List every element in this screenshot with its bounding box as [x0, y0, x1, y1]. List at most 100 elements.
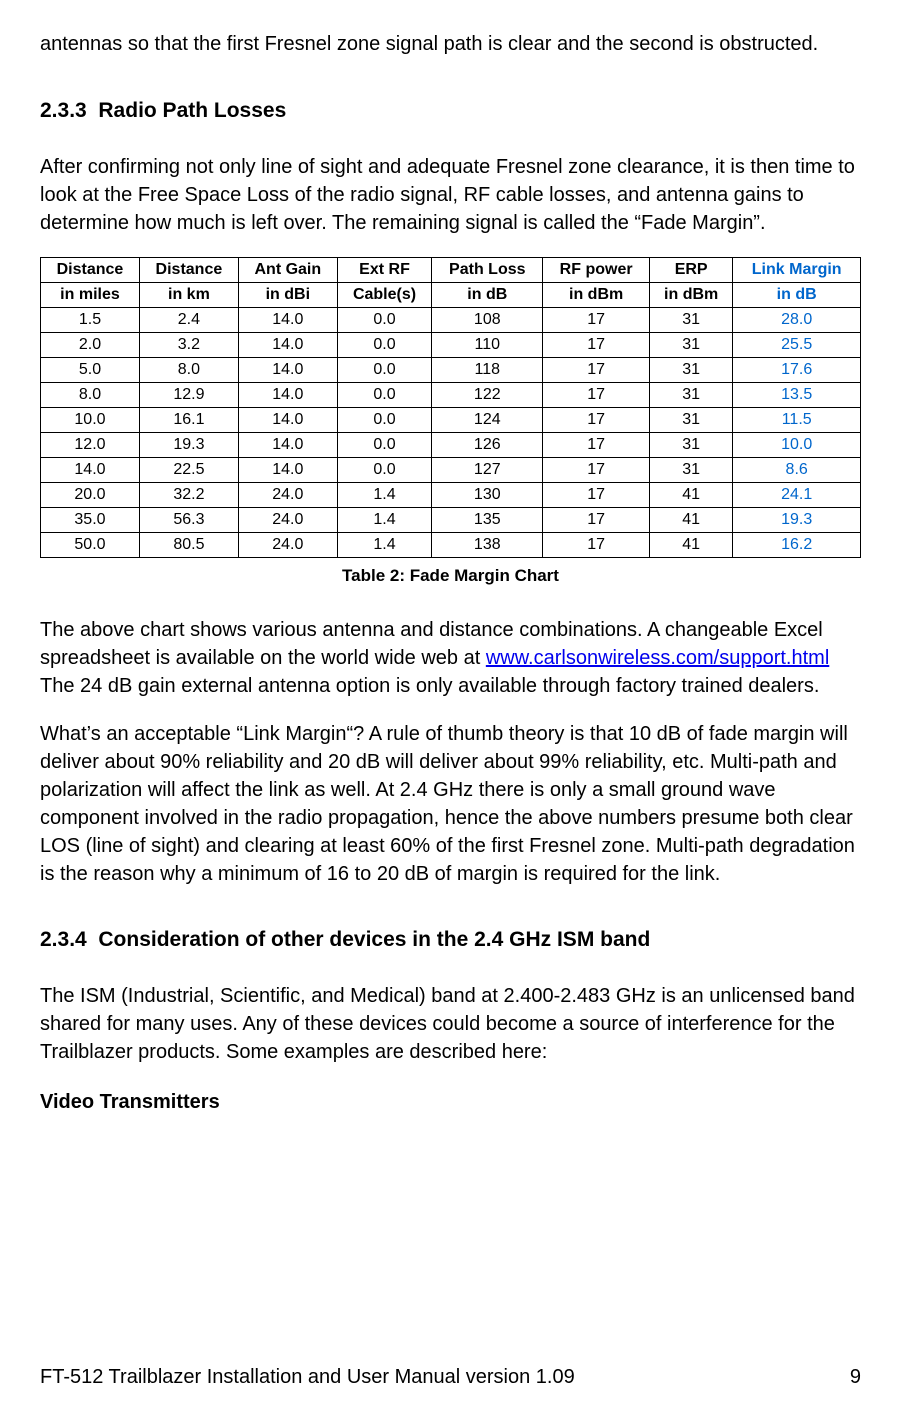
- section-title: Consideration of other devices in the 2.…: [98, 928, 650, 951]
- table-cell: 2.4: [139, 308, 238, 333]
- table-body: 1.52.414.00.0108173128.02.03.214.00.0110…: [41, 308, 861, 558]
- table-cell: 17: [543, 383, 650, 408]
- table-cell: 19.3: [733, 508, 861, 533]
- table-cell: 22.5: [139, 458, 238, 483]
- table-row: 5.08.014.00.0118173117.6: [41, 358, 861, 383]
- page-footer: FT-512 Trailblazer Installation and User…: [40, 1366, 861, 1389]
- table-cell: 17: [543, 483, 650, 508]
- table-row: 1.52.414.00.0108173128.0: [41, 308, 861, 333]
- table-header: Ant Gain: [238, 258, 337, 283]
- table-row: 50.080.524.01.4138174116.2: [41, 533, 861, 558]
- table-cell: 1.4: [337, 533, 431, 558]
- table-cell: 130: [432, 483, 543, 508]
- table-row: 20.032.224.01.4130174124.1: [41, 483, 861, 508]
- table-cell: 17.6: [733, 358, 861, 383]
- table-cell: 17: [543, 533, 650, 558]
- table-cell: 31: [649, 408, 732, 433]
- table-cell: 41: [649, 533, 732, 558]
- table-cell: 35.0: [41, 508, 140, 533]
- table-cell: 17: [543, 308, 650, 333]
- table-cell: 31: [649, 333, 732, 358]
- table-cell: 138: [432, 533, 543, 558]
- table-cell: 124: [432, 408, 543, 433]
- table-cell: 17: [543, 458, 650, 483]
- table-cell: 80.5: [139, 533, 238, 558]
- table-row: 35.056.324.01.4135174119.3: [41, 508, 861, 533]
- table-cell: 1.4: [337, 508, 431, 533]
- table-cell: 16.2: [733, 533, 861, 558]
- table-cell: 19.3: [139, 433, 238, 458]
- table-cell: 1.5: [41, 308, 140, 333]
- table-row: 14.022.514.00.012717318.6: [41, 458, 861, 483]
- section-number: 2.3.3: [40, 99, 87, 122]
- table-row: 12.019.314.00.0126173110.0: [41, 433, 861, 458]
- table-cell: 13.5: [733, 383, 861, 408]
- para-after-table-post: The 24 dB gain external antenna option i…: [40, 675, 819, 697]
- table-cell: 24.0: [238, 508, 337, 533]
- table-header: Path Loss: [432, 258, 543, 283]
- table-cell: 16.1: [139, 408, 238, 433]
- table-header: Ext RF: [337, 258, 431, 283]
- table-cell: 8.6: [733, 458, 861, 483]
- table-cell: 12.0: [41, 433, 140, 458]
- footer-left: FT-512 Trailblazer Installation and User…: [40, 1366, 575, 1389]
- table-header: RF power: [543, 258, 650, 283]
- table-cell: 0.0: [337, 408, 431, 433]
- table-cell: 0.0: [337, 383, 431, 408]
- table-row: 2.03.214.00.0110173125.5: [41, 333, 861, 358]
- table-subheader: in dB: [432, 283, 543, 308]
- table-header: Distance: [41, 258, 140, 283]
- table-cell: 0.0: [337, 433, 431, 458]
- subheading-video: Video Transmitters: [40, 1091, 861, 1114]
- intro-paragraph: antennas so that the first Fresnel zone …: [40, 30, 861, 59]
- table-row: 8.012.914.00.0122173113.5: [41, 383, 861, 408]
- table-cell: 122: [432, 383, 543, 408]
- table-cell: 14.0: [238, 433, 337, 458]
- table-cell: 0.0: [337, 458, 431, 483]
- table-cell: 0.0: [337, 358, 431, 383]
- table-cell: 20.0: [41, 483, 140, 508]
- table-subheader: in dB: [733, 283, 861, 308]
- document-page: antennas so that the first Fresnel zone …: [0, 0, 901, 1414]
- table-cell: 8.0: [41, 383, 140, 408]
- section-heading-234: 2.3.4 Consideration of other devices in …: [40, 928, 861, 952]
- table-subheader: in dBi: [238, 283, 337, 308]
- footer-right: 9: [850, 1366, 861, 1389]
- table-cell: 10.0: [41, 408, 140, 433]
- table-cell: 14.0: [238, 383, 337, 408]
- table-cell: 14.0: [238, 308, 337, 333]
- table-cell: 17: [543, 408, 650, 433]
- table-cell: 31: [649, 358, 732, 383]
- table-cell: 14.0: [238, 458, 337, 483]
- table-cell: 0.0: [337, 308, 431, 333]
- table-subheader: Cable(s): [337, 283, 431, 308]
- table-cell: 5.0: [41, 358, 140, 383]
- support-link[interactable]: www.carlsonwireless.com/support.html: [486, 647, 829, 669]
- table-cell: 28.0: [733, 308, 861, 333]
- table-header: ERP: [649, 258, 732, 283]
- table-cell: 56.3: [139, 508, 238, 533]
- fade-margin-table: DistanceDistanceAnt GainExt RFPath LossR…: [40, 257, 861, 558]
- para-after-table: The above chart shows various antenna an…: [40, 616, 861, 700]
- table-subheader: in km: [139, 283, 238, 308]
- table-cell: 24.0: [238, 483, 337, 508]
- table-cell: 14.0: [41, 458, 140, 483]
- table-header: Link Margin: [733, 258, 861, 283]
- table-cell: 31: [649, 383, 732, 408]
- section1-paragraph: After confirming not only line of sight …: [40, 153, 861, 237]
- table-cell: 0.0: [337, 333, 431, 358]
- table-cell: 135: [432, 508, 543, 533]
- table-cell: 126: [432, 433, 543, 458]
- table-cell: 1.4: [337, 483, 431, 508]
- table-cell: 2.0: [41, 333, 140, 358]
- table-cell: 12.9: [139, 383, 238, 408]
- table-cell: 11.5: [733, 408, 861, 433]
- para-link-margin: What’s an acceptable “Link Margin“? A ru…: [40, 720, 861, 888]
- table-cell: 31: [649, 433, 732, 458]
- table-subheader: in dBm: [649, 283, 732, 308]
- table-cell: 31: [649, 458, 732, 483]
- table-cell: 24.1: [733, 483, 861, 508]
- table-head: DistanceDistanceAnt GainExt RFPath LossR…: [41, 258, 861, 308]
- table-row: 10.016.114.00.0124173111.5: [41, 408, 861, 433]
- table-subheader: in dBm: [543, 283, 650, 308]
